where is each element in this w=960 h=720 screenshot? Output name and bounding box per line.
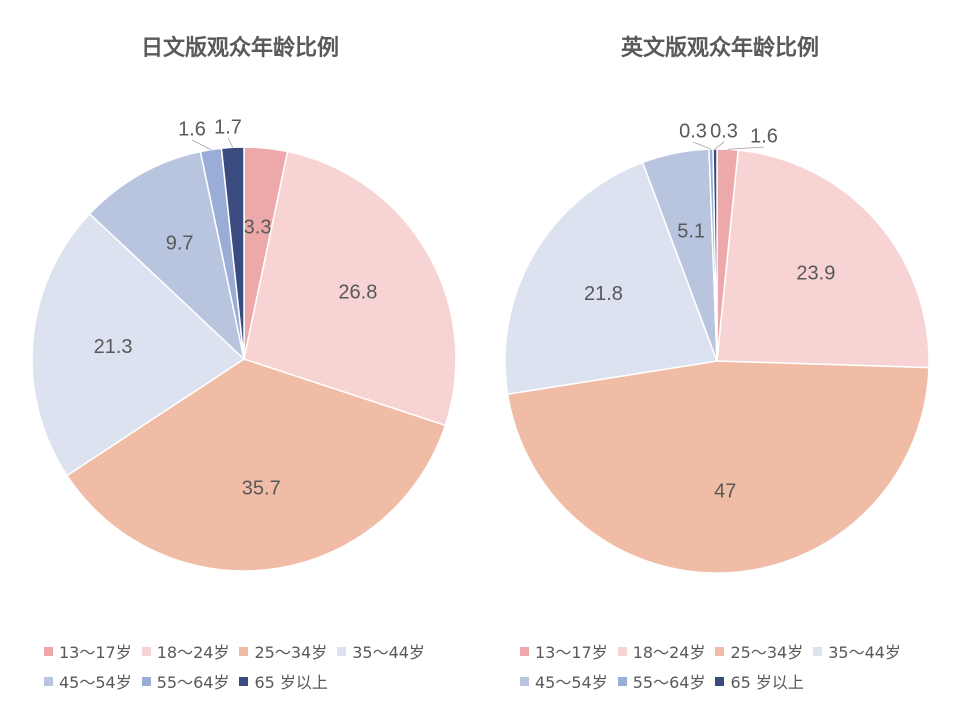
legend-swatch bbox=[813, 646, 823, 656]
legend-row: 45～54岁 55～64岁 65 岁以上 bbox=[520, 666, 940, 696]
data-label: 3.3 bbox=[244, 217, 272, 239]
data-label: 21.3 bbox=[94, 336, 133, 358]
legend-swatch bbox=[141, 676, 151, 686]
legend-item: 13～17岁 bbox=[520, 639, 608, 663]
chart-title-english: 英文版观众年龄比例 bbox=[620, 36, 819, 61]
legend-item: 18～24岁 bbox=[617, 639, 706, 663]
data-label: 1.6 bbox=[178, 118, 206, 140]
legend-item: 65 岁以上 bbox=[239, 669, 328, 693]
pie-slice-2 bbox=[65, 358, 447, 572]
legend-label: 18～24岁 bbox=[632, 643, 706, 662]
legend-label: 65 岁以上 bbox=[730, 673, 804, 692]
pie-slice-1 bbox=[243, 150, 457, 427]
legend-item: 35～44岁 bbox=[337, 639, 425, 663]
legend-item: 18～24岁 bbox=[141, 639, 230, 663]
data-label: 0.3 bbox=[679, 120, 707, 142]
chart-japanese: 日文版观众年龄比例 3.3 26.8 35.7 21.3 9.7 1.6 1.7 13～17… bbox=[31, 36, 464, 696]
legend-swatch bbox=[715, 676, 725, 686]
data-label: 0.3 bbox=[710, 120, 738, 142]
legend-label: 25～34岁 bbox=[254, 643, 328, 662]
legend-swatch bbox=[239, 676, 249, 686]
data-label: 23.9 bbox=[796, 263, 835, 285]
legend-label: 55～64岁 bbox=[156, 673, 230, 692]
legend-item: 55～64岁 bbox=[141, 669, 230, 693]
legend-swatch bbox=[617, 676, 627, 686]
legend-japanese: 13～17岁 18～24岁 25～34岁 35～44岁 45～54岁 55～64岁 65 岁… bbox=[44, 636, 464, 696]
data-label: 26.8 bbox=[338, 282, 377, 304]
pie-slice-2 bbox=[506, 360, 930, 574]
legend-item: 25～34岁 bbox=[715, 639, 803, 663]
pie-slice-1 bbox=[716, 149, 930, 369]
legend-label: 45～54岁 bbox=[535, 673, 608, 692]
legend-row: 45～54岁 55～64岁 65 岁以上 bbox=[44, 666, 464, 696]
data-label: 21.8 bbox=[584, 283, 623, 305]
legend-label: 13～17岁 bbox=[535, 643, 608, 662]
data-label: 9.7 bbox=[166, 233, 194, 255]
pie-slice-4 bbox=[88, 150, 246, 362]
pie-slice-6 bbox=[220, 146, 245, 360]
legend-label: 18～24岁 bbox=[156, 643, 230, 662]
legend-swatch bbox=[239, 646, 249, 656]
legend-swatch bbox=[44, 646, 53, 656]
legend-row: 13～17岁 18～24岁 25～34岁 35～44岁 bbox=[520, 636, 940, 666]
legend-label: 13～17岁 bbox=[59, 643, 132, 662]
legend-swatch bbox=[520, 646, 529, 656]
legend-row: 13～17岁 18～24岁 25～34岁 35～44岁 bbox=[44, 636, 464, 666]
leader-line bbox=[227, 137, 234, 148]
legend-label: 45～54岁 bbox=[59, 673, 132, 692]
data-label: 35.7 bbox=[242, 478, 281, 500]
pie-english: 1.6 23.9 47 21.8 5.1 0.3 0.3 bbox=[504, 120, 930, 574]
leader-line bbox=[714, 141, 725, 150]
legend-swatch bbox=[520, 676, 529, 686]
leader-line bbox=[191, 139, 212, 150]
legend-label: 65 岁以上 bbox=[254, 673, 328, 692]
chart-english: 英文版观众年龄比例 1.6 23.9 47 21.8 5.1 0.3 0.3 13～17岁 1… bbox=[480, 0, 960, 720]
legend-label: 25～34岁 bbox=[730, 643, 804, 662]
legend-item: 25～34岁 bbox=[239, 639, 327, 663]
legend-label: 55～64岁 bbox=[632, 673, 706, 692]
legend-label: 35～44岁 bbox=[828, 643, 901, 662]
data-label: 1.7 bbox=[214, 116, 242, 138]
legend-swatch bbox=[44, 676, 53, 686]
legend-item: 55～64岁 bbox=[617, 669, 706, 693]
legend-swatch bbox=[617, 646, 627, 656]
chart-title-japanese: 日文版观众年龄比例 bbox=[140, 36, 339, 61]
pie-japanese: 3.3 26.8 35.7 21.3 9.7 1.6 1.7 bbox=[31, 116, 457, 572]
leader-line bbox=[692, 141, 712, 150]
pie-slice-3 bbox=[31, 212, 246, 477]
legend-english: 13～17岁 18～24岁 25～34岁 35～44岁 45～54岁 55～64岁 65 岁… bbox=[520, 636, 940, 696]
leader-line bbox=[727, 146, 765, 150]
legend-item: 45～54岁 bbox=[520, 669, 608, 693]
legend-swatch bbox=[141, 646, 151, 656]
legend-swatch bbox=[337, 646, 347, 656]
legend-item: 65 岁以上 bbox=[715, 669, 804, 693]
legend-label: 35～44岁 bbox=[352, 643, 425, 662]
legend-item: 45～54岁 bbox=[44, 669, 132, 693]
data-label: 47 bbox=[714, 480, 736, 502]
legend-item: 13～17岁 bbox=[44, 639, 132, 663]
pie-slice-6 bbox=[712, 148, 718, 362]
data-label: 1.6 bbox=[750, 125, 778, 147]
legend-item: 35～44岁 bbox=[813, 639, 901, 663]
data-label: 5.1 bbox=[677, 220, 705, 242]
legend-swatch bbox=[715, 646, 725, 656]
